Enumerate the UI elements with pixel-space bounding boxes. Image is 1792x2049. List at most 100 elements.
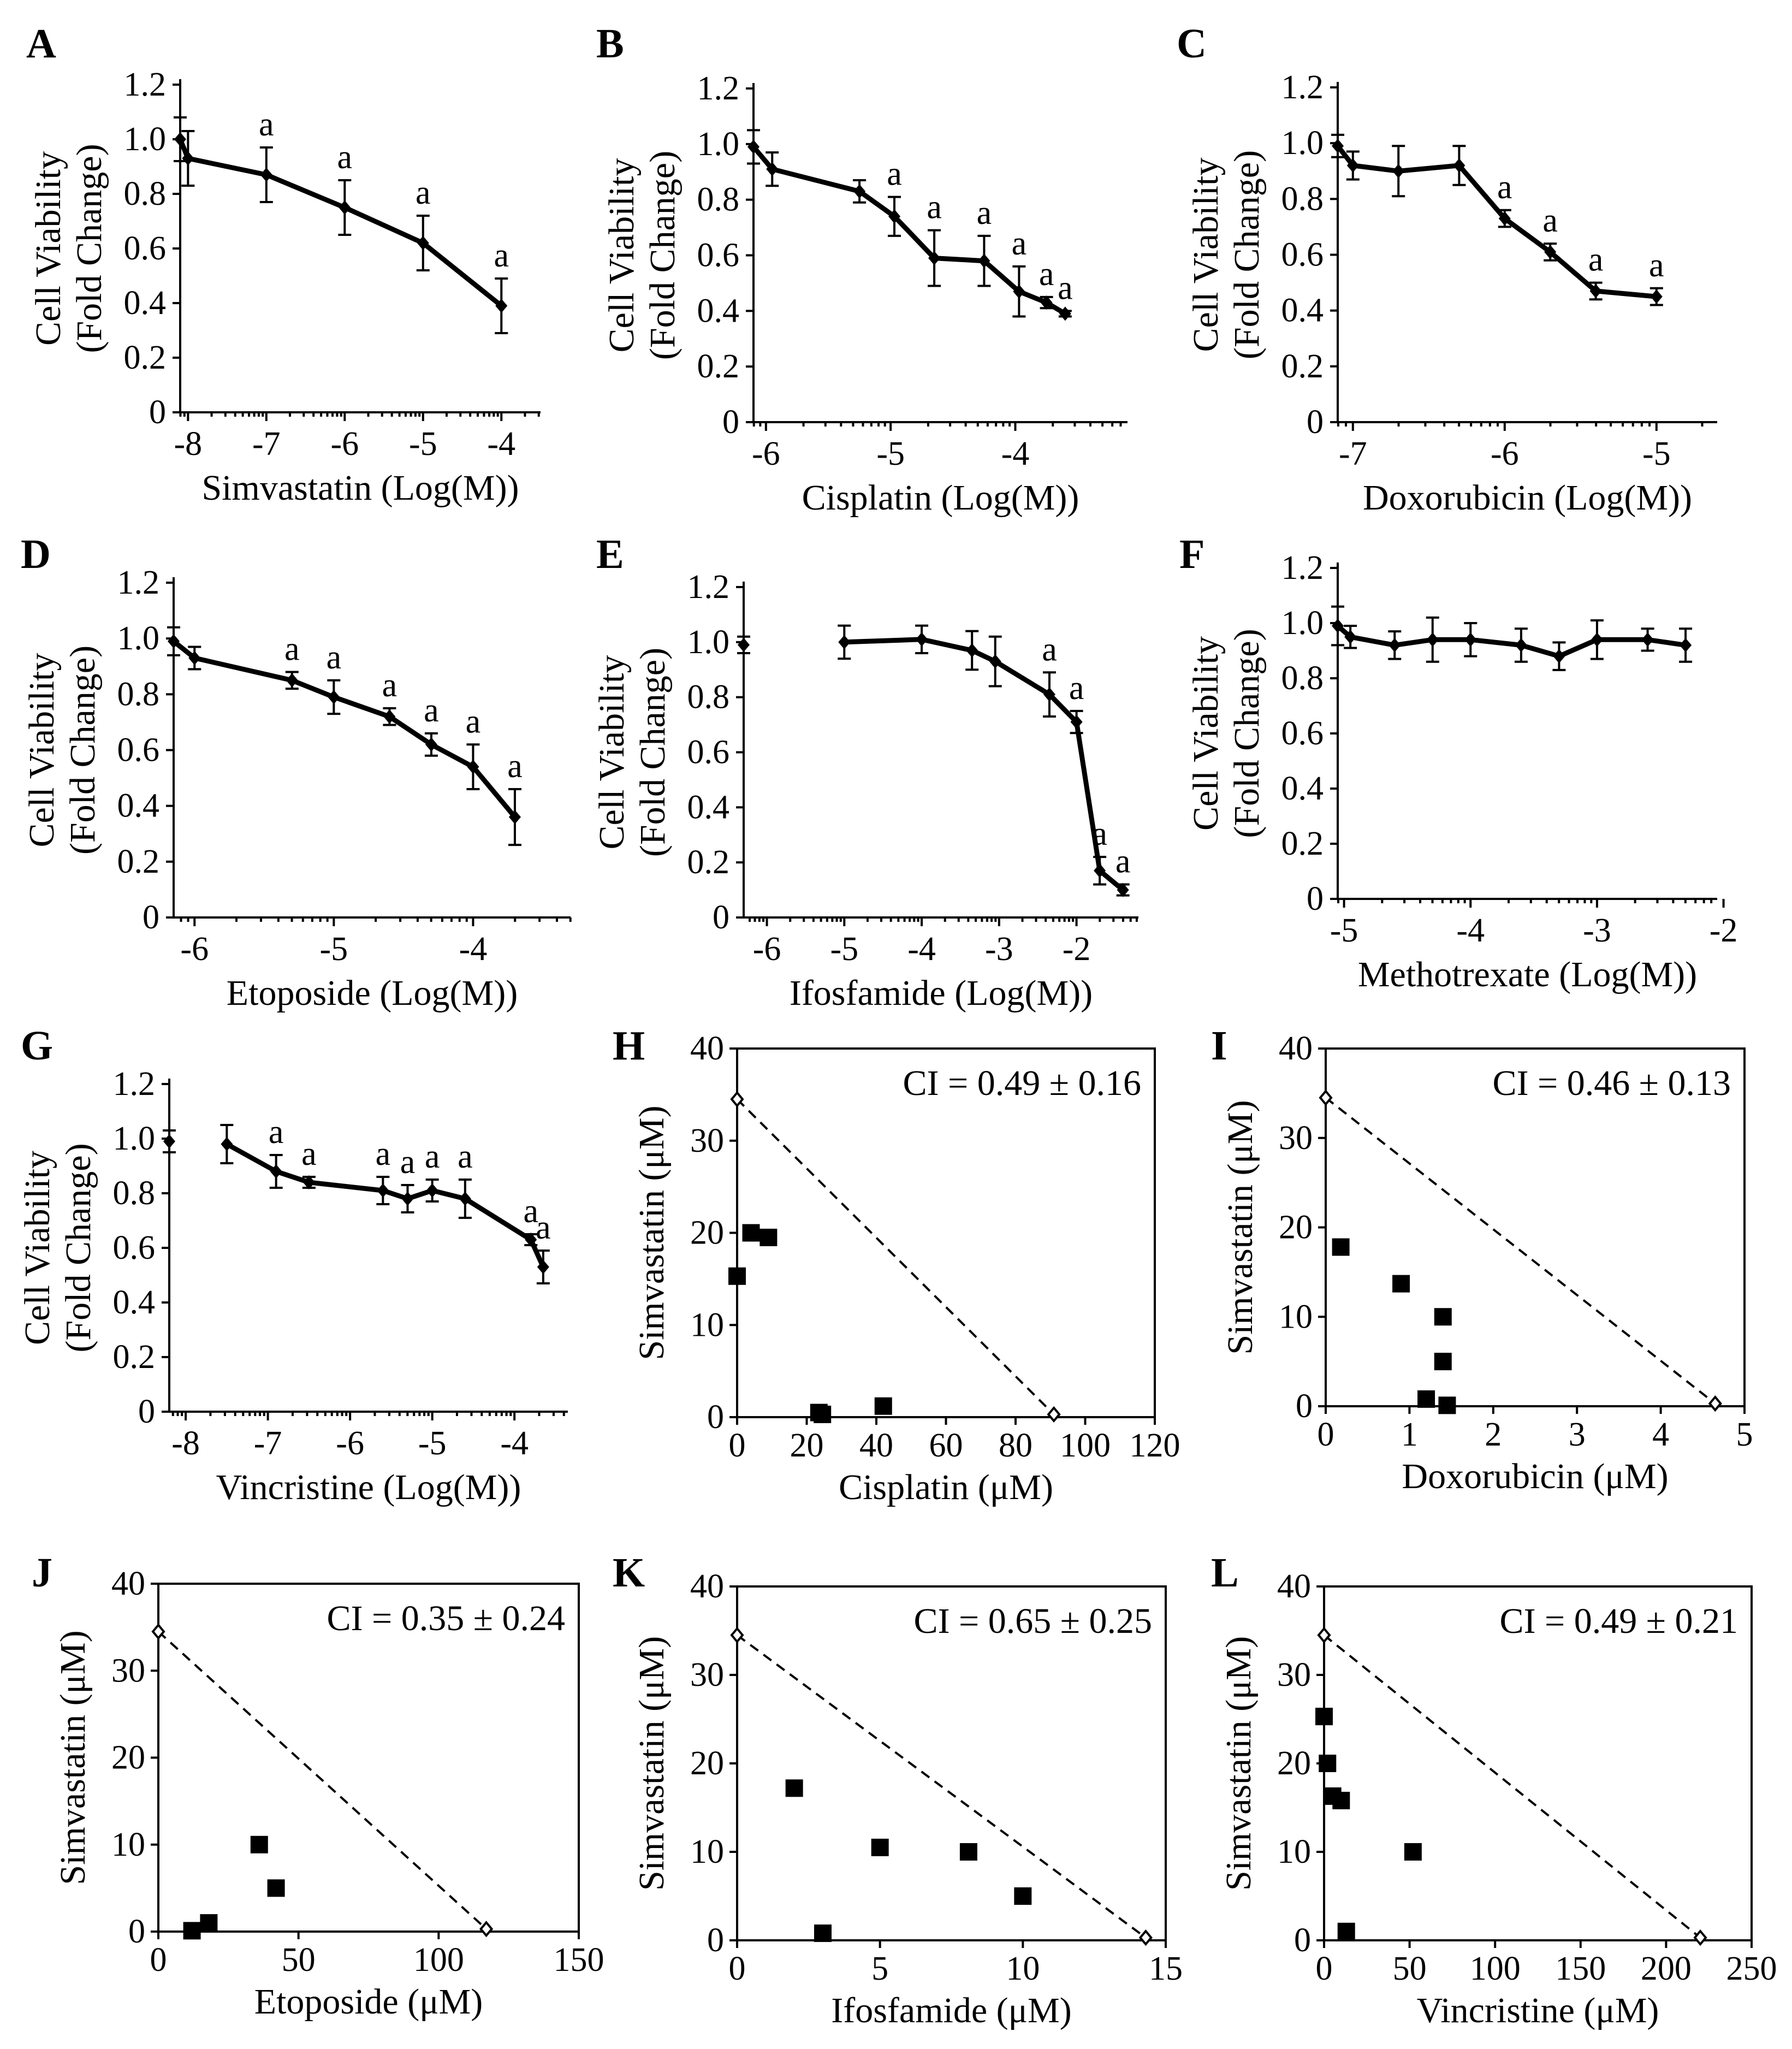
- combination-point: [1332, 1238, 1350, 1256]
- panel-label: J: [32, 1550, 52, 1596]
- panel-label: A: [26, 21, 56, 67]
- significance-label: a: [494, 237, 509, 274]
- y-tick-label: 0.6: [1281, 715, 1324, 752]
- y-tick-label: 1.2: [124, 66, 167, 103]
- series-line: [1335, 143, 1659, 299]
- significance-label: a: [416, 174, 431, 211]
- data-point: [1498, 211, 1511, 226]
- y-tick-label: 20: [690, 1215, 724, 1252]
- x-tick-label: 0: [729, 1427, 746, 1464]
- y-tick-label: 10: [1279, 1298, 1313, 1335]
- additivity-line: [736, 1098, 1055, 1416]
- y-tick-label: 0: [707, 1922, 724, 1959]
- significance-label: a: [536, 1209, 551, 1246]
- ci-annotation: CI = 0.49 ± 0.21: [1500, 1601, 1738, 1641]
- x-tick-label: 60: [929, 1427, 963, 1464]
- x-axis-label: Simvastatin (Log(M)): [201, 468, 519, 508]
- y-tick-label: 20: [1277, 1745, 1311, 1782]
- y-axis-label-line1: Cell Viability: [592, 655, 632, 850]
- isobole-endpoint: [1317, 1626, 1331, 1644]
- y-tick-label: 0.4: [697, 292, 740, 329]
- x-tick-label: 2: [1485, 1416, 1502, 1453]
- ci-annotation: CI = 0.65 ± 0.25: [914, 1601, 1152, 1641]
- x-tick-label: -6: [330, 425, 359, 463]
- significance-label: a: [284, 630, 300, 667]
- panel-label: B: [596, 21, 624, 67]
- y-tick-label: 40: [690, 1030, 724, 1067]
- panel-l: L 0 10 20 30 40 0 50 100 150 200 250 Vincristine (μM…: [1211, 1550, 1777, 2030]
- data-point: [766, 162, 779, 176]
- data-point: [1464, 632, 1477, 647]
- x-axis-label: Cisplatin (Log(M)): [802, 478, 1079, 518]
- y-tick-label: 0.4: [117, 787, 160, 825]
- x-tick-label: -6: [753, 931, 781, 968]
- data-point: [328, 690, 340, 704]
- y-tick-label: 1.2: [697, 70, 740, 107]
- x-tick-label: -4: [907, 931, 936, 968]
- ci-annotation: CI = 0.49 ± 0.16: [903, 1063, 1141, 1103]
- x-tick-label: 120: [1130, 1427, 1180, 1464]
- combination-point: [728, 1267, 746, 1285]
- isobole-endpoint: [730, 1091, 744, 1108]
- combination-point: [200, 1914, 218, 1932]
- data-point: [495, 299, 508, 313]
- significance-label: a: [424, 692, 439, 729]
- x-tick-label: -3: [985, 931, 1013, 968]
- x-tick-label: -6: [752, 435, 780, 472]
- y-tick-label: 0.6: [1281, 236, 1324, 274]
- data-point: [1094, 863, 1106, 878]
- data-point: [1388, 638, 1401, 653]
- x-tick-label: 0: [150, 1941, 167, 1979]
- x-tick-label: -5: [320, 931, 348, 968]
- y-tick-label: 0.8: [124, 175, 167, 212]
- data-point: [966, 643, 978, 658]
- x-tick-label: 100: [1060, 1427, 1111, 1464]
- data-point: [1515, 638, 1527, 653]
- data-point: [989, 654, 1001, 669]
- significance-label: a: [1497, 169, 1512, 206]
- combination-point: [959, 1843, 977, 1861]
- significance-label: a: [1069, 670, 1084, 707]
- plot-frame: [736, 1047, 1156, 1418]
- x-tick-label: 150: [554, 1941, 604, 1979]
- panel-d: D 0 0.2 0.4 0.6 0.8 1.0 1.2 -6 -5 -4 Etoposide (Log…: [21, 531, 572, 1013]
- y-tick-label: 1.0: [1281, 125, 1324, 162]
- x-tick-label: -5: [418, 1425, 447, 1462]
- y-tick-label: 0: [713, 899, 729, 936]
- data-point: [1332, 139, 1344, 153]
- combination-point: [874, 1397, 892, 1415]
- significance-label: a: [301, 1135, 317, 1172]
- panel-label: F: [1179, 531, 1204, 577]
- y-tick-label: 0: [143, 899, 159, 936]
- data-point: [1589, 283, 1602, 298]
- y-axis-label-line2: (Fold Change): [69, 144, 109, 353]
- x-tick-label: 20: [790, 1427, 824, 1464]
- x-tick-label: -6: [336, 1425, 364, 1462]
- y-tick-label: 0.2: [687, 844, 730, 881]
- y-tick-label: 40: [1277, 1568, 1311, 1605]
- significance-label: a: [259, 106, 274, 143]
- combination-point: [759, 1228, 778, 1246]
- isobole-endpoint: [730, 1626, 744, 1644]
- additivity-line: [157, 1631, 487, 1930]
- significance-label: a: [1092, 815, 1107, 852]
- x-tick-label: -5: [876, 435, 905, 472]
- x-axis-label: Methotrexate (Log(M)): [1358, 955, 1697, 994]
- data-point: [270, 1164, 282, 1179]
- x-tick-label: 50: [282, 1941, 316, 1979]
- data-point: [1117, 883, 1129, 897]
- data-point: [1553, 649, 1565, 664]
- isobole-endpoint: [479, 1921, 494, 1938]
- x-tick-label: -6: [180, 931, 209, 968]
- x-tick-label: 4: [1652, 1416, 1669, 1453]
- combination-point: [1392, 1275, 1410, 1293]
- data-point: [174, 132, 186, 146]
- x-tick-label: -4: [459, 931, 488, 968]
- x-axis-label: Doxorubicin (Log(M)): [1363, 478, 1692, 518]
- isobole-endpoint: [1047, 1406, 1061, 1423]
- x-axis-label: Cisplatin (μM): [839, 1467, 1053, 1507]
- isobole-endpoint: [1693, 1929, 1707, 1946]
- combination-point: [1315, 1708, 1333, 1726]
- combination-point: [250, 1835, 268, 1853]
- x-tick-label: 10: [1006, 1950, 1040, 1987]
